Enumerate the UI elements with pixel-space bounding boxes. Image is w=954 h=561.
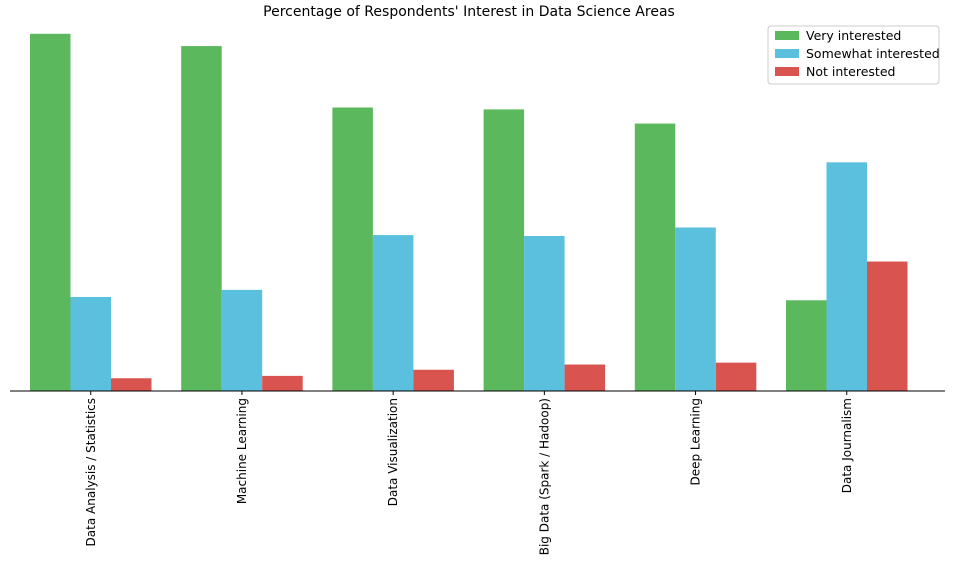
legend-swatch-very-interested — [775, 31, 799, 40]
legend-items: Very interested Somewhat interested Not in… — [775, 28, 940, 79]
bars-layer — [30, 33, 908, 391]
legend-frame — [767, 25, 940, 85]
legend-swatch-not-interested — [775, 67, 799, 76]
legend-label-not-interested: Not interested — [806, 64, 895, 79]
x-tick-label-deep-learning: Deep Learning — [689, 398, 703, 486]
legend-label-somewhat-interested: Somewhat interested — [806, 46, 940, 61]
bar-deep-learning-somewhat-interested — [675, 227, 716, 391]
bar-machine-learning-somewhat-interested — [221, 289, 263, 391]
x-tick-label-data-visualization: Data Visualization — [386, 398, 400, 506]
bar-data-visualization-not-interested — [413, 369, 454, 391]
bar-data-visualization-very-interested — [332, 107, 373, 391]
bar-data-journalism-not-interested — [867, 261, 908, 391]
bar-big-data-spark-hadoop-somewhat-interested — [524, 236, 565, 391]
bar-big-data-spark-hadoop-not-interested — [564, 364, 606, 391]
bar-data-visualization-somewhat-interested — [372, 235, 414, 391]
x-ticks-layer: Data Analysis / Statistics Machine Learni… — [84, 391, 854, 555]
x-tick-label-big-data-spark-hadoop: Big Data (Spark / Hadoop) — [537, 398, 551, 555]
bar-machine-learning-very-interested — [181, 46, 222, 391]
bar-deep-learning-very-interested — [634, 123, 676, 391]
legend: Very interested Somewhat interested Not in… — [767, 25, 940, 85]
x-tick-label-data-analysis-statistics: Data Analysis / Statistics — [84, 398, 98, 546]
bar-data-analysis-statistics-very-interested — [30, 33, 71, 391]
chart-title: Percentage of Respondents' Interest in D… — [263, 4, 675, 20]
x-tick-label-data-journalism: Data Journalism — [840, 398, 854, 493]
bar-deep-learning-not-interested — [715, 362, 757, 391]
bar-data-journalism-somewhat-interested — [826, 162, 867, 391]
legend-swatch-somewhat-interested — [775, 49, 799, 58]
x-tick-label-machine-learning: Machine Learning — [235, 398, 249, 504]
bar-data-analysis-statistics-not-interested — [111, 378, 152, 391]
bar-machine-learning-not-interested — [262, 375, 303, 391]
bar-big-data-spark-hadoop-very-interested — [483, 109, 525, 391]
bar-data-journalism-very-interested — [786, 300, 827, 391]
bar-data-analysis-statistics-somewhat-interested — [70, 296, 111, 391]
legend-label-very-interested: Very interested — [806, 28, 901, 43]
